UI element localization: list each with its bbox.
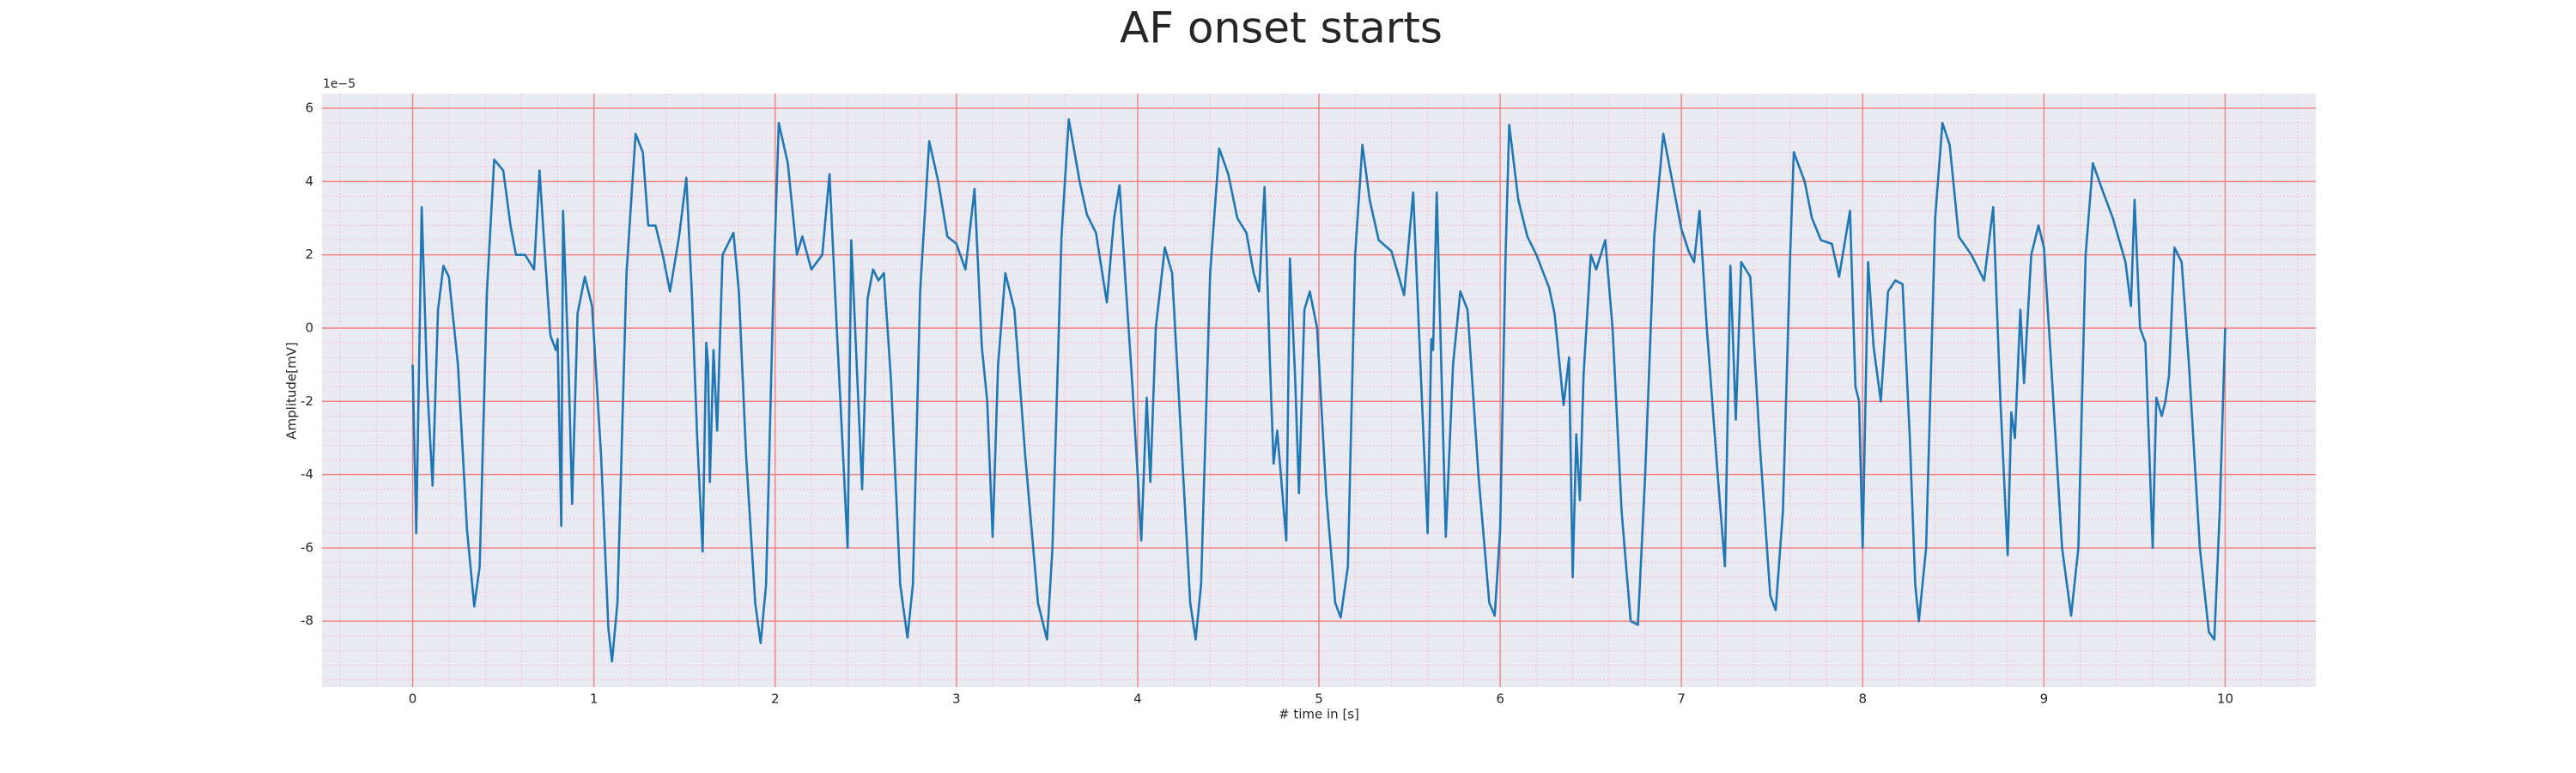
y-tick-label: -8 (301, 613, 313, 629)
signal-line (411, 118, 2227, 663)
x-tick-label: 5 (1315, 691, 1323, 707)
x-tick-label: 1 (590, 691, 598, 707)
x-tick-label: 3 (952, 691, 961, 707)
y-offset-label: 1e−5 (323, 77, 355, 91)
x-tick-label: 10 (2217, 691, 2233, 707)
y-tick-label: 2 (305, 247, 313, 262)
y-tick-label: -4 (301, 466, 313, 482)
y-tick-label: 4 (305, 173, 313, 189)
x-tick-label: 0 (409, 691, 417, 707)
x-tick-label: 7 (1677, 691, 1686, 707)
y-tick-label: 6 (305, 100, 313, 116)
x-tick-label: 4 (1133, 691, 1142, 707)
x-tick-label: 9 (2040, 691, 2049, 707)
x-axis-label: # time in [s] (1279, 707, 1359, 722)
x-tick-label: 8 (1858, 691, 1867, 707)
y-tick-label: -2 (301, 393, 313, 409)
y-tick-label: -6 (301, 539, 313, 555)
y-tick-label: 0 (305, 320, 313, 335)
y-axis-label: Amplitude[mV] (284, 342, 300, 439)
chart-title: AF onset starts (1120, 3, 1443, 53)
x-tick-label: 6 (1496, 691, 1504, 707)
x-tick-label: 2 (771, 691, 780, 707)
